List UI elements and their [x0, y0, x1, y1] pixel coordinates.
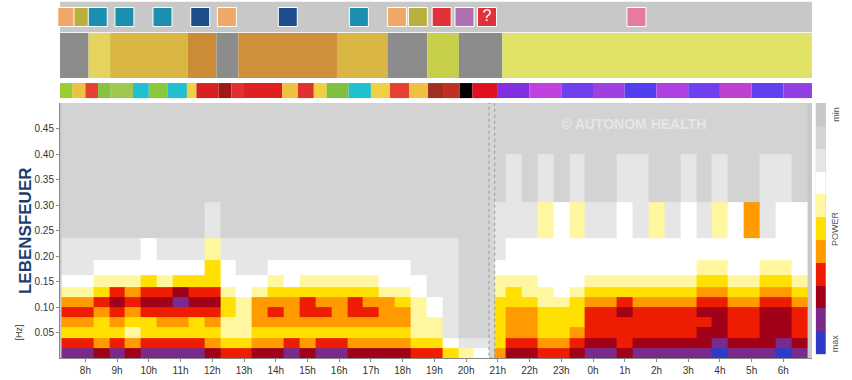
svg-text:LEBENSFEUER: LEBENSFEUER	[16, 167, 35, 294]
svg-text:18h: 18h	[394, 365, 411, 376]
svg-text:0.25: 0.25	[35, 225, 55, 236]
svg-text:20h: 20h	[458, 365, 475, 376]
svg-text:0.35: 0.35	[35, 174, 55, 185]
svg-text:22h: 22h	[521, 365, 538, 376]
svg-text:0h: 0h	[587, 365, 598, 376]
svg-text:2h: 2h	[651, 365, 662, 376]
svg-text:0.45: 0.45	[35, 123, 55, 134]
svg-text:POWER: POWER	[830, 211, 840, 246]
svg-text:3h: 3h	[683, 365, 694, 376]
svg-text:0.15: 0.15	[35, 276, 55, 287]
svg-text:?: ?	[483, 7, 492, 24]
svg-text:12h: 12h	[204, 365, 221, 376]
svg-text:0.05: 0.05	[35, 327, 55, 338]
svg-text:15h: 15h	[299, 365, 316, 376]
svg-text:10h: 10h	[140, 365, 157, 376]
svg-text:4h: 4h	[714, 365, 725, 376]
svg-text:0.40: 0.40	[35, 149, 55, 160]
svg-text:max: max	[830, 335, 840, 353]
svg-text:0.20: 0.20	[35, 251, 55, 262]
svg-text:14h: 14h	[267, 365, 284, 376]
svg-text:0.30: 0.30	[35, 200, 55, 211]
svg-text:21h: 21h	[489, 365, 506, 376]
svg-text:6h: 6h	[778, 365, 789, 376]
svg-text:5h: 5h	[746, 365, 757, 376]
svg-text:8h: 8h	[80, 365, 91, 376]
svg-text:23h: 23h	[553, 365, 570, 376]
svg-text:9h: 9h	[112, 365, 123, 376]
svg-text:0.10: 0.10	[35, 302, 55, 313]
svg-text:11h: 11h	[173, 365, 189, 376]
svg-text:17h: 17h	[363, 365, 380, 376]
svg-text:© AUTONOM HEALTH: © AUTONOM HEALTH	[561, 116, 706, 132]
svg-text:19h: 19h	[426, 365, 443, 376]
svg-text:13h: 13h	[236, 365, 253, 376]
svg-text:16h: 16h	[331, 365, 348, 376]
svg-text:[Hz]: [Hz]	[14, 324, 24, 340]
svg-text:min: min	[831, 107, 841, 122]
svg-text:1h: 1h	[619, 365, 630, 376]
